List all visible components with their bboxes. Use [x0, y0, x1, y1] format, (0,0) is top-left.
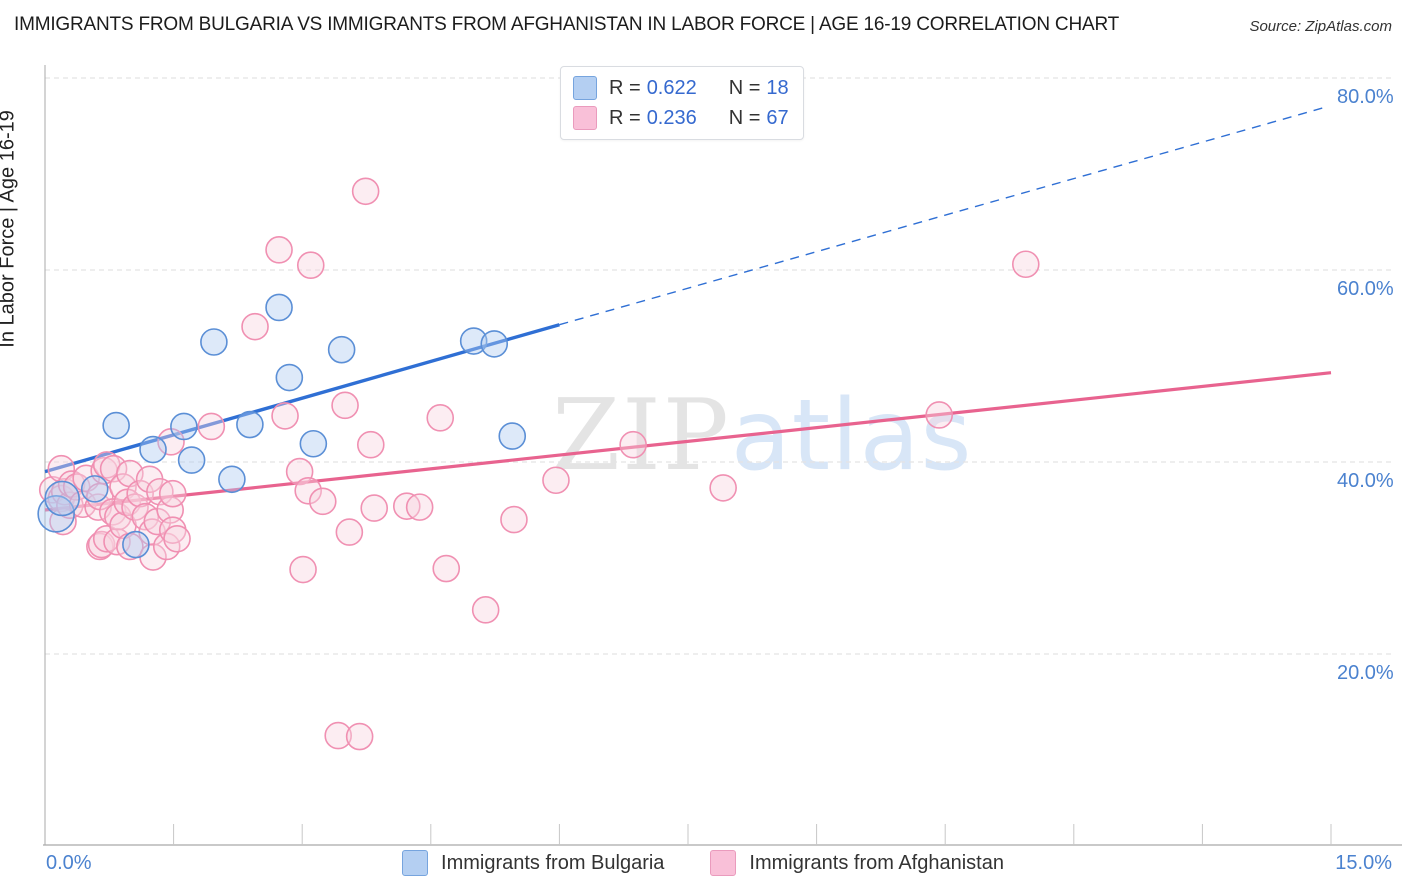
data-point-bulgaria[interactable] [265, 293, 293, 322]
data-point-afghanistan[interactable] [163, 524, 191, 553]
r-label: R = [609, 76, 641, 99]
data-point-afghanistan[interactable] [294, 476, 323, 505]
legend-row-bulgaria: R = 0.622 N = 18 [573, 76, 789, 100]
r-value-afghanistan: 0.236 [646, 106, 697, 129]
data-point-afghanistan[interactable] [709, 474, 737, 502]
data-point-bulgaria[interactable] [275, 363, 304, 392]
y-tick-label-60: 60.0% [1337, 278, 1394, 300]
data-point-bulgaria[interactable] [170, 412, 198, 441]
data-point-bulgaria[interactable] [480, 330, 509, 358]
trendline-bulgaria-dashed [559, 106, 1327, 326]
data-point-afghanistan[interactable] [296, 251, 325, 280]
data-point-bulgaria[interactable] [498, 422, 527, 450]
legend-row-afghanistan: R = 0.236 N = 67 [573, 106, 789, 130]
trendline-afghanistan [44, 371, 1332, 512]
r-value-bulgaria: 0.622 [646, 76, 697, 99]
data-point-afghanistan[interactable] [99, 454, 128, 483]
r-label: R = [609, 106, 641, 129]
data-point-bulgaria[interactable] [44, 480, 80, 517]
data-point-bulgaria[interactable] [177, 446, 206, 474]
data-point-bulgaria[interactable] [200, 328, 228, 356]
data-point-afghanistan[interactable] [432, 554, 461, 583]
n-value-bulgaria: 18 [766, 76, 789, 99]
data-point-afghanistan[interactable] [351, 177, 380, 206]
data-point-afghanistan[interactable] [925, 401, 953, 429]
data-point-bulgaria[interactable] [102, 411, 130, 440]
legend-label-bulgaria: Immigrants from Bulgaria [441, 851, 665, 874]
data-point-bulgaria[interactable] [327, 335, 356, 364]
data-point-bulgaria[interactable] [218, 465, 246, 494]
data-point-afghanistan[interactable] [109, 473, 137, 501]
trendline-bulgaria-solid [44, 323, 560, 474]
y-tick-label-20: 20.0% [1337, 662, 1394, 684]
data-point-afghanistan[interactable] [500, 505, 528, 534]
data-point-afghanistan[interactable] [1011, 250, 1040, 279]
data-point-afghanistan[interactable] [356, 430, 385, 459]
data-point-bulgaria[interactable] [459, 327, 488, 355]
data-point-afghanistan[interactable] [324, 721, 353, 750]
legend-item-afghanistan: Immigrants from Afghanistan [710, 850, 1004, 876]
data-point-bulgaria[interactable] [299, 429, 328, 458]
x-axis-max-label: 15.0% [1335, 852, 1392, 874]
legend-label-afghanistan: Immigrants from Afghanistan [749, 851, 1004, 874]
bulgaria-swatch-icon [573, 76, 597, 100]
data-point-bulgaria[interactable] [122, 530, 150, 559]
afghanistan-swatch-icon [710, 850, 737, 876]
data-point-bulgaria[interactable] [139, 435, 167, 464]
data-point-afghanistan[interactable] [471, 596, 500, 624]
data-point-afghanistan[interactable] [405, 493, 434, 521]
correlation-legend: R = 0.622 N = 18 R = 0.236 N = 67 [560, 66, 804, 140]
bulgaria-swatch-icon [402, 850, 429, 876]
data-point-bulgaria[interactable] [80, 475, 109, 503]
data-point-afghanistan[interactable] [335, 518, 364, 546]
data-point-afghanistan[interactable] [289, 555, 317, 584]
data-point-afghanistan[interactable] [542, 466, 570, 495]
watermark-zip: ZIP [552, 379, 731, 493]
n-value-afghanistan: 67 [766, 106, 789, 129]
data-point-afghanistan[interactable] [426, 404, 455, 432]
y-tick-label-80: 80.0% [1337, 86, 1394, 108]
legend-item-bulgaria: Immigrants from Bulgaria [402, 850, 664, 876]
n-label: N = [728, 76, 761, 99]
data-point-afghanistan[interactable] [619, 430, 647, 459]
data-point-afghanistan[interactable] [331, 391, 359, 420]
source-credit: Source: ZipAtlas.com [1249, 18, 1392, 35]
data-point-afghanistan[interactable] [197, 412, 226, 441]
data-point-afghanistan[interactable] [271, 402, 299, 430]
series-legend: Immigrants from Bulgaria Immigrants from… [0, 850, 1406, 876]
data-point-afghanistan[interactable] [126, 479, 154, 508]
data-point-afghanistan[interactable] [265, 236, 293, 264]
x-axis-min-label: 0.0% [46, 852, 92, 874]
data-point-afghanistan[interactable] [104, 502, 132, 531]
page-title: IMMIGRANTS FROM BULGARIA VS IMMIGRANTS F… [14, 14, 1120, 35]
zipatlas-watermark: ZIPatlas [552, 386, 973, 485]
data-point-afghanistan[interactable] [308, 487, 337, 516]
data-point-afghanistan[interactable] [158, 479, 187, 508]
n-label: N = [728, 106, 761, 129]
data-point-afghanistan[interactable] [345, 722, 374, 751]
data-point-bulgaria[interactable] [236, 410, 264, 439]
afghanistan-swatch-icon [573, 106, 597, 130]
data-point-afghanistan[interactable] [241, 312, 269, 341]
watermark-atlas: atlas [730, 379, 973, 493]
y-tick-label-40: 40.0% [1337, 470, 1394, 492]
data-point-afghanistan[interactable] [360, 494, 389, 522]
